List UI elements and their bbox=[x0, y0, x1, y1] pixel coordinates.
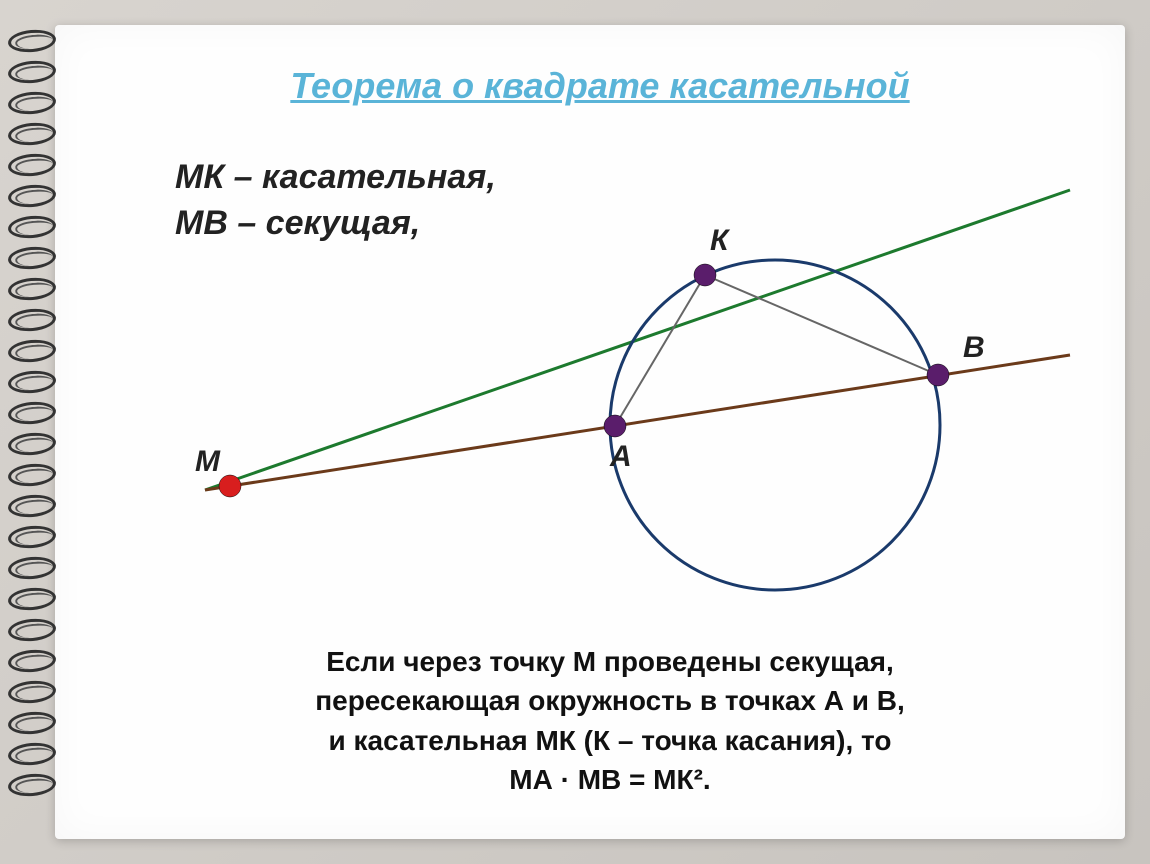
spiral-binding bbox=[8, 30, 68, 834]
point-A bbox=[604, 415, 626, 437]
theorem-line4: МА · МВ = МК². bbox=[509, 764, 710, 795]
point-M bbox=[219, 475, 241, 497]
label-B: В bbox=[963, 331, 985, 364]
page: Теорема о квадрате касательной МК – каса… bbox=[55, 25, 1125, 839]
theorem-line3: и касательная МК (К – точка касания), то bbox=[329, 725, 892, 756]
circle bbox=[610, 260, 940, 590]
theorem-text: Если через точку М проведены секущая, пе… bbox=[175, 642, 1045, 799]
label-M: М bbox=[195, 445, 221, 478]
label-A: А bbox=[609, 440, 632, 473]
theorem-line2: пересекающая окружность в точках А и В, bbox=[315, 685, 905, 716]
page-title: Теорема о квадрате касательной bbox=[125, 65, 1075, 107]
point-K bbox=[694, 264, 716, 286]
diagram-svg: М К А В bbox=[145, 165, 1075, 595]
line-KB bbox=[705, 275, 938, 375]
label-K: К bbox=[710, 224, 731, 257]
point-B bbox=[927, 364, 949, 386]
theorem-line1: Если через точку М проведены секущая, bbox=[326, 646, 894, 677]
geometric-diagram: М К А В bbox=[145, 165, 1075, 595]
